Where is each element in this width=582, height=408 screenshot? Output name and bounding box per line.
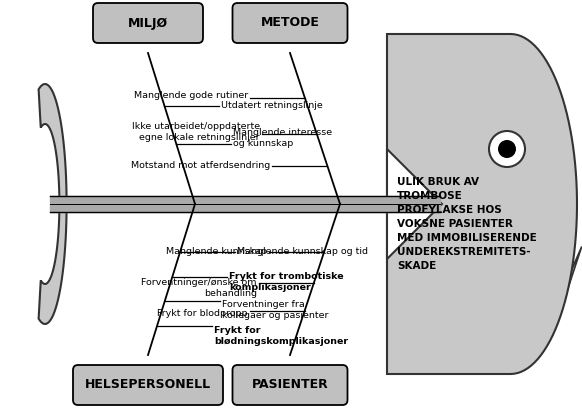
Text: Frykt for trombotiske
komplikasjoner: Frykt for trombotiske komplikasjoner	[229, 272, 344, 292]
Text: Forventninger/ønske om
behandling: Forventninger/ønske om behandling	[141, 278, 257, 298]
FancyBboxPatch shape	[232, 3, 347, 43]
Polygon shape	[387, 149, 442, 259]
FancyBboxPatch shape	[73, 365, 223, 405]
Circle shape	[498, 140, 516, 158]
Circle shape	[489, 131, 525, 167]
Polygon shape	[387, 34, 577, 374]
Text: Frykt for blodpropp: Frykt for blodpropp	[157, 308, 247, 317]
Text: Motstand mot atferdsendring: Motstand mot atferdsendring	[131, 162, 271, 171]
Polygon shape	[552, 246, 582, 337]
Text: PASIENTER: PASIENTER	[251, 379, 328, 392]
Text: Manglende gode rutiner: Manglende gode rutiner	[134, 91, 248, 100]
FancyBboxPatch shape	[93, 3, 203, 43]
FancyBboxPatch shape	[232, 365, 347, 405]
Text: Manglende kunnskap og tid: Manglende kunnskap og tid	[237, 248, 368, 257]
Text: Manglende kunnskap: Manglende kunnskap	[166, 248, 267, 257]
Text: Frykt for
blødningskomplikasjoner: Frykt for blødningskomplikasjoner	[214, 326, 348, 346]
Text: METODE: METODE	[261, 16, 320, 29]
Text: Forventninger fra
kollegaer og pasienter: Forventninger fra kollegaer og pasienter	[222, 300, 328, 320]
Text: Manglende interesse
og kunnskap: Manglende interesse og kunnskap	[233, 128, 332, 148]
Polygon shape	[38, 84, 66, 324]
Text: Ikke utarbeidet/oppdaterte
egne lokale retningslinjer: Ikke utarbeidet/oppdaterte egne lokale r…	[132, 122, 260, 142]
Text: Utdatert retningslinje: Utdatert retningslinje	[222, 102, 323, 111]
Text: HELSEPERSONELL: HELSEPERSONELL	[85, 379, 211, 392]
Text: ULIK BRUK AV
TROMBOSE
PROFYLAKSE HOS
VOKSNE PASIENTER
MED IMMOBILISERENDE
UNDERE: ULIK BRUK AV TROMBOSE PROFYLAKSE HOS VOK…	[397, 177, 537, 271]
Text: MILJØ: MILJØ	[128, 16, 168, 29]
